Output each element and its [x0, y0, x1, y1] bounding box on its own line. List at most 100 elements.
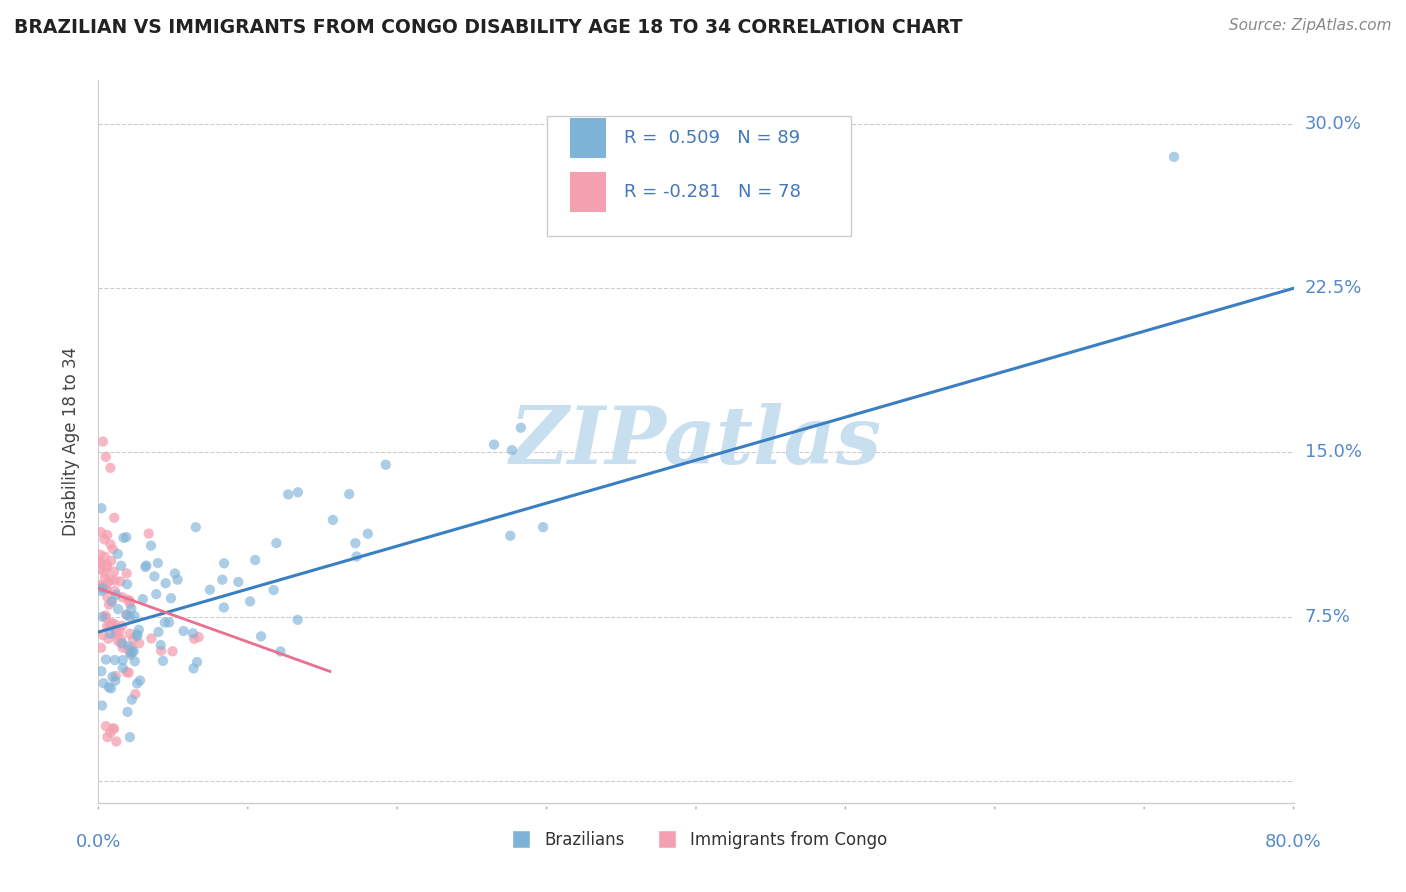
Point: [111, 640, 134, 655]
Point: [186, 655, 208, 669]
Point: [93, 533, 115, 547]
Point: [212, 557, 235, 571]
Point: [117, 640, 139, 654]
Point: [96, 619, 118, 633]
Point: [155, 576, 177, 591]
Point: [153, 615, 176, 630]
Point: [105, 588, 128, 602]
Point: [120, 646, 142, 660]
Point: [127, 627, 149, 641]
Point: [96, 558, 118, 572]
Point: [129, 673, 152, 688]
Point: [134, 560, 156, 574]
Point: [103, 565, 125, 579]
Point: [173, 624, 195, 638]
Text: 22.5%: 22.5%: [1305, 279, 1362, 297]
Point: [103, 510, 125, 524]
Point: [111, 653, 134, 667]
Point: [90, 584, 112, 599]
Point: [269, 644, 291, 658]
Point: [132, 592, 155, 607]
Point: [89, 562, 111, 576]
Point: [124, 609, 146, 624]
Point: [115, 566, 138, 581]
Point: [228, 574, 250, 589]
Point: [277, 487, 299, 501]
Point: [141, 632, 163, 646]
Point: [104, 617, 127, 632]
Point: [96, 590, 118, 604]
Point: [96, 560, 118, 574]
Point: [145, 587, 167, 601]
Point: [89, 557, 111, 571]
Point: [110, 636, 132, 650]
Y-axis label: Disability Age 18 to 34: Disability Age 18 to 34: [62, 347, 80, 536]
Point: [96, 528, 118, 542]
Text: ZIPatlas: ZIPatlas: [510, 403, 882, 480]
Point: [94, 581, 117, 595]
Point: [357, 526, 380, 541]
Point: [121, 692, 143, 706]
Point: [89, 548, 111, 562]
Point: [93, 566, 115, 580]
Point: [128, 636, 150, 650]
Point: [127, 629, 149, 643]
Point: [122, 632, 145, 646]
Point: [98, 725, 122, 739]
Point: [89, 555, 111, 569]
Point: [143, 569, 166, 583]
Point: [287, 613, 309, 627]
Point: [117, 705, 139, 719]
Point: [90, 664, 112, 678]
Point: [96, 730, 118, 744]
Point: [118, 730, 141, 744]
Point: [111, 618, 134, 632]
Point: [127, 676, 149, 690]
Text: BRAZILIAN VS IMMIGRANTS FROM CONGO DISABILITY AGE 18 TO 34 CORRELATION CHART: BRAZILIAN VS IMMIGRANTS FROM CONGO DISAB…: [14, 18, 963, 37]
Point: [135, 558, 157, 573]
Point: [212, 600, 235, 615]
Text: R = -0.281   N = 78: R = -0.281 N = 78: [624, 183, 801, 202]
Point: [138, 526, 160, 541]
Point: [100, 617, 122, 632]
Point: [107, 633, 129, 648]
Text: 7.5%: 7.5%: [1305, 607, 1351, 625]
Bar: [571, 119, 606, 158]
Point: [91, 582, 114, 596]
Point: [110, 558, 132, 573]
Point: [163, 566, 186, 581]
Point: [146, 556, 169, 570]
Point: [115, 530, 138, 544]
Point: [100, 681, 122, 696]
Point: [128, 623, 150, 637]
Point: [98, 460, 122, 475]
Point: [149, 638, 172, 652]
Point: [101, 616, 124, 631]
Point: [115, 577, 138, 591]
Point: [96, 582, 118, 596]
Point: [152, 654, 174, 668]
Point: [115, 665, 138, 679]
Point: [183, 661, 205, 675]
Point: [100, 537, 122, 551]
Point: [89, 580, 111, 594]
Point: [101, 594, 124, 608]
Bar: [571, 172, 606, 212]
Point: [100, 626, 122, 640]
Point: [117, 642, 139, 657]
Text: 80.0%: 80.0%: [1265, 833, 1322, 851]
Point: [337, 487, 360, 501]
Point: [94, 571, 117, 585]
Point: [118, 597, 141, 611]
Point: [100, 554, 122, 568]
Point: [100, 595, 122, 609]
Point: [110, 574, 132, 589]
Point: [111, 661, 134, 675]
Point: [91, 609, 114, 624]
Text: R =  0.509   N = 89: R = 0.509 N = 89: [624, 129, 800, 147]
Point: [120, 648, 142, 662]
Point: [211, 573, 233, 587]
Point: [160, 591, 183, 606]
Point: [148, 624, 170, 639]
Point: [499, 529, 522, 543]
